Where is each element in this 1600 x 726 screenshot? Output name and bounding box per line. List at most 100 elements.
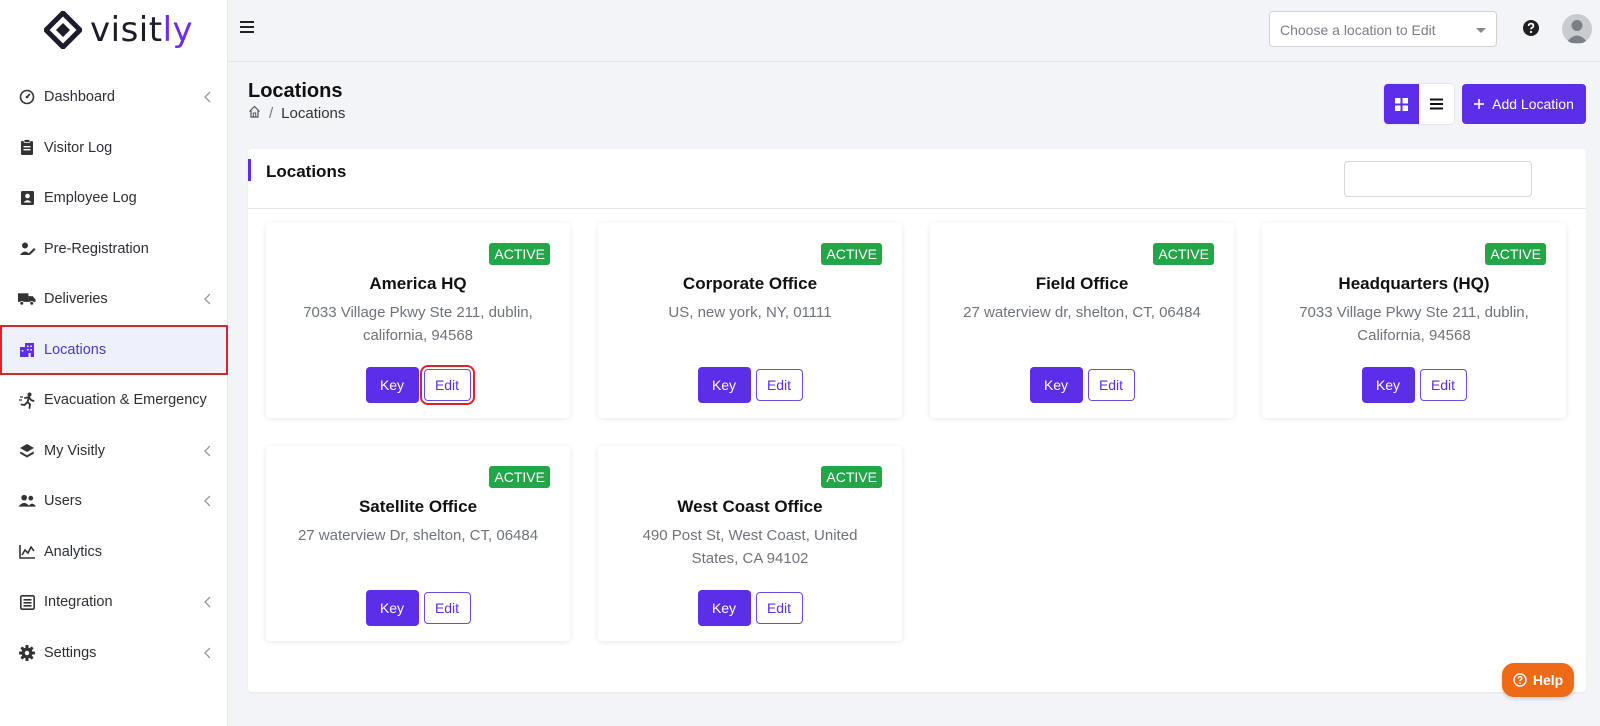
sidebar-item-employee-log[interactable]: Employee Log — [0, 173, 228, 224]
breadcrumb-current: Locations — [281, 105, 346, 122]
page-title: Locations — [248, 80, 343, 102]
chevron-left-icon — [204, 596, 211, 608]
list-view-button[interactable] — [1419, 84, 1454, 124]
status-badge: ACTIVE — [821, 243, 882, 265]
sidebar-item-label: Pre-Registration — [44, 240, 149, 257]
sidebar-nav: Dashboard Visitor Log Employee Log Pre-R… — [0, 72, 228, 678]
sidebar-item-analytics[interactable]: Analytics — [0, 527, 228, 578]
sidebar: visitly Dashboard Visitor Log Employee L… — [0, 0, 228, 726]
chevron-left-icon — [204, 293, 211, 305]
chevron-left-icon — [204, 647, 211, 659]
edit-button[interactable]: Edit — [755, 592, 803, 624]
add-location-label: Add Location — [1492, 96, 1574, 112]
location-address: 27 waterview dr, shelton, CT, 06484 — [963, 304, 1201, 321]
breadcrumb: / Locations — [248, 105, 345, 122]
users-icon — [18, 492, 36, 510]
locations-panel: Locations ACTIVE America HQ 7033 Village… — [248, 149, 1586, 692]
caret-down-icon — [1476, 28, 1486, 33]
key-button[interactable]: Key — [365, 367, 419, 403]
sidebar-item-settings[interactable]: Settings — [0, 628, 228, 679]
panel-title: Locations — [266, 162, 347, 181]
location-address: 490 Post St, West Coast, United States, … — [642, 527, 858, 567]
running-person-icon — [18, 391, 36, 409]
clipboard-icon — [18, 139, 36, 157]
sidebar-item-evacuation-emergency[interactable]: Evacuation & Emergency — [0, 375, 228, 426]
sidebar-item-deliveries[interactable]: Deliveries — [0, 274, 228, 325]
sidebar-item-integration[interactable]: Integration — [0, 577, 228, 628]
home-icon[interactable] — [248, 105, 261, 122]
sidebar-item-dashboard[interactable]: Dashboard — [0, 72, 228, 123]
help-label: Help — [1532, 672, 1564, 688]
status-badge: ACTIVE — [1153, 243, 1214, 265]
location-card: ACTIVE America HQ 7033 Village Pkwy Ste … — [266, 223, 570, 418]
sidebar-item-pre-registration[interactable]: Pre-Registration — [0, 224, 228, 275]
sidebar-item-label: Employee Log — [44, 190, 137, 207]
sidebar-item-users[interactable]: Users — [0, 476, 228, 527]
key-button[interactable]: Key — [1029, 367, 1083, 403]
sidebar-item-visitor-log[interactable]: Visitor Log — [0, 123, 228, 174]
question-circle-icon[interactable] — [1522, 19, 1540, 42]
sidebar-item-label: Settings — [44, 644, 97, 661]
location-card: ACTIVE West Coast Office 490 Post St, We… — [598, 446, 902, 641]
visitly-logo[interactable]: visitly — [44, 8, 193, 52]
location-address: US, new york, NY, 01111 — [668, 304, 832, 321]
location-card: ACTIVE Field Office 27 waterview dr, she… — [930, 223, 1234, 418]
status-badge: ACTIVE — [1485, 243, 1546, 265]
sidebar-item-label: Integration — [44, 594, 113, 611]
sidebar-item-label: Analytics — [44, 543, 103, 560]
chevron-left-icon — [204, 445, 211, 457]
sidebar-item-my-visitly[interactable]: My Visitly — [0, 426, 228, 477]
breadcrumb-separator: / — [269, 105, 274, 122]
sidebar-item-label: Locations — [44, 341, 107, 358]
chevron-left-icon — [204, 495, 211, 507]
location-address: 7033 Village Pkwy Ste 211, dublin, Calif… — [1299, 304, 1529, 344]
integration-icon — [18, 593, 36, 611]
status-badge: ACTIVE — [489, 243, 550, 265]
chevron-left-icon — [204, 91, 211, 103]
status-badge: ACTIVE — [821, 466, 882, 488]
sidebar-item-label: Visitor Log — [44, 139, 113, 156]
sidebar-item-label: Evacuation & Emergency — [44, 392, 207, 409]
edit-button[interactable]: Edit — [755, 369, 803, 401]
sidebar-item-label: Users — [44, 493, 82, 510]
hamburger-menu-icon[interactable] — [240, 20, 254, 39]
location-name: Corporate Office — [682, 274, 818, 293]
help-button[interactable]: Help — [1502, 663, 1574, 697]
location-address: 7033 Village Pkwy Ste 211, dublin, calif… — [303, 304, 533, 344]
question-circle-icon — [1513, 673, 1527, 687]
list-icon — [1430, 98, 1443, 110]
user-avatar-icon — [1566, 20, 1588, 43]
location-name: Field Office — [1035, 274, 1129, 293]
location-name: West Coast Office — [677, 497, 823, 516]
key-button[interactable]: Key — [1361, 367, 1415, 403]
plus-icon — [1474, 99, 1485, 109]
key-button[interactable]: Key — [365, 590, 419, 626]
location-card: ACTIVE Corporate Office US, new york, NY… — [598, 223, 902, 418]
edit-button[interactable]: Edit — [423, 592, 471, 624]
logo-text: visitly — [90, 10, 194, 50]
chart-line-icon — [18, 543, 36, 561]
key-button[interactable]: Key — [697, 590, 751, 626]
grid-view-button[interactable] — [1384, 84, 1419, 124]
avatar[interactable] — [1562, 14, 1592, 44]
location-card: ACTIVE Satellite Office 27 waterview Dr,… — [266, 446, 570, 641]
sidebar-item-label: Dashboard — [44, 89, 115, 106]
panel-header: Locations — [248, 149, 1586, 209]
truck-icon — [18, 290, 36, 308]
gear-icon — [18, 644, 36, 662]
sidebar-item-label: My Visitly — [44, 442, 105, 459]
view-toggle — [1384, 84, 1454, 124]
edit-button[interactable]: Edit — [419, 365, 475, 405]
sidebar-item-locations[interactable]: Locations — [0, 324, 228, 375]
edit-button[interactable]: Edit — [1087, 369, 1135, 401]
location-name: Headquarters (HQ) — [1338, 274, 1490, 293]
location-address: 27 waterview Dr, shelton, CT, 06484 — [297, 527, 539, 544]
location-select[interactable]: Choose a location to Edit — [1269, 11, 1497, 47]
search-input[interactable] — [1344, 161, 1532, 197]
panel-accent-bar — [248, 159, 251, 181]
key-button[interactable]: Key — [697, 367, 751, 403]
location-name: Satellite Office — [358, 497, 478, 516]
edit-button[interactable]: Edit — [1419, 369, 1467, 401]
add-location-button[interactable]: Add Location — [1462, 84, 1586, 124]
grid-icon — [1395, 97, 1408, 111]
